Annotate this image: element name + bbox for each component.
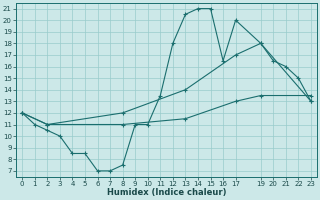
X-axis label: Humidex (Indice chaleur): Humidex (Indice chaleur): [107, 188, 226, 197]
